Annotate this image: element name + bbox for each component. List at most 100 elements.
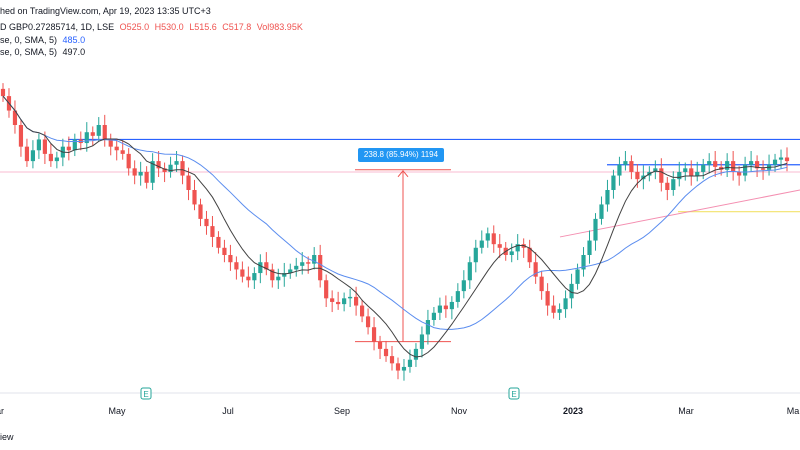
candle-body [587,240,592,255]
candle-body [294,265,299,270]
candle-body [754,161,760,169]
x-tick-label: Mar [678,406,694,416]
candle-body [318,255,323,281]
candle-body [449,301,454,310]
candle-body [473,247,478,263]
candle-body [18,125,24,147]
candle-body [246,276,251,281]
candle-body [599,204,604,219]
candle-body [270,269,275,281]
x-tick-label: 2023 [563,406,583,416]
header-ma1-line: se, 0, SMA, 5) 485.0 [0,35,88,45]
candle-body [515,244,520,252]
candle-body [156,161,161,169]
candle-body [108,139,113,147]
publish-text: hed on TradingView.com, Apr 19, 2023 13:… [0,6,211,16]
candle-body [150,161,155,183]
ma1-label: se, 0, SMA, 5) [0,35,58,45]
candle-body [575,269,580,284]
candle-body [359,305,365,317]
candle-body [72,139,77,151]
measure-label: 238.8 (85.94%) 1194 [358,148,444,162]
x-tick-label: Ma [787,406,800,416]
candle-body [192,190,197,205]
candle-body [563,298,568,310]
candle-body [180,161,185,176]
x-tick-label: Jul [222,406,234,416]
candle-body [240,269,245,277]
candle-body [509,251,514,255]
candle-body [437,305,442,313]
candle-body [336,301,341,305]
candle-body [689,168,694,176]
measure-arrow [397,169,409,178]
candle-body [324,280,329,299]
candle-body [84,132,89,144]
earnings-marker [508,387,520,400]
candle-body [443,305,448,310]
candle-body [252,273,257,281]
candle-body [629,161,634,172]
candle-body [425,320,431,335]
candle-body [210,226,215,237]
candle-body [186,175,191,190]
candle-body [330,298,335,302]
candle-body [653,168,658,172]
candle-body [617,164,622,176]
low-value: L515.6 [189,22,217,32]
candle-body [593,218,598,241]
candle-body [725,161,730,170]
candle-body [144,171,149,183]
candle-body [778,157,784,160]
ma2-value: 497.0 [62,47,86,57]
symbol-info: D GBP0.27285714, 1D, LSE [0,22,115,32]
candle-body [168,164,173,172]
candle-body [132,168,137,176]
candle-body [383,348,389,357]
candle-body [54,157,59,162]
candle-body [749,161,754,165]
candle-body [96,125,101,136]
candle-body [162,168,167,172]
header-ma2-line: se, 0, SMA, 5) 497.0 [0,47,88,57]
candle-body [419,334,425,349]
candle-body [485,233,490,241]
candle-body [491,233,496,245]
candle-body [581,255,586,270]
candle-body [461,280,466,292]
candle-body [772,159,778,165]
x-tick-label: Sep [334,406,350,416]
candle-body [731,161,736,172]
candle-body [228,255,233,263]
candle-body [204,218,209,227]
candle-body [533,262,538,277]
candle-body [623,161,628,165]
candle-body [743,164,748,176]
candle-body [300,262,305,266]
candle-body [539,276,544,292]
earnings-marker-label: E [511,390,516,399]
footer-text: iew [0,432,14,442]
candle-body [306,262,311,264]
candle-body [371,327,377,342]
candle-body [174,161,179,165]
candle-body [342,298,347,305]
candle-body [737,171,742,176]
candle-body [527,247,532,263]
trendline [559,189,800,238]
candle-body [605,190,610,205]
candle-body [569,283,574,299]
candle-body [90,132,95,136]
candle-body [198,204,203,219]
candle-body [264,262,269,270]
candle-body [671,179,676,190]
candle-body [222,247,227,255]
x-tick-label: May [108,406,126,416]
candle-body [30,150,36,162]
candle-body [377,341,383,349]
earnings-marker [140,387,152,400]
candle-body [234,262,239,270]
candle-body [611,175,616,190]
candle-body [138,171,143,176]
